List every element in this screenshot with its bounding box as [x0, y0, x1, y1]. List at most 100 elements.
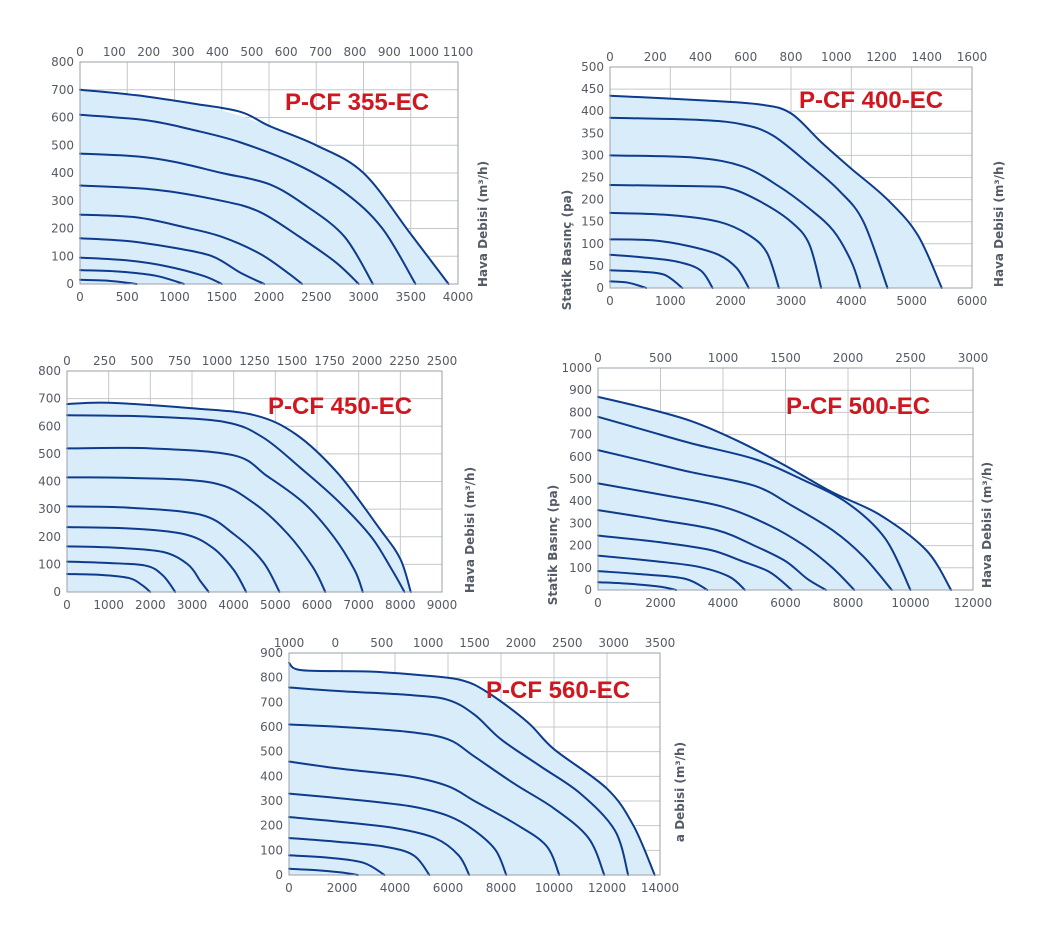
y-tick-label: 200: [260, 819, 283, 833]
x-top-tick-label: 600: [275, 45, 298, 59]
x-tick-label: 2000: [135, 598, 166, 612]
fan-curve-1: [288, 661, 656, 876]
x-tick-label: 4000: [708, 596, 739, 610]
x-tick-label: 12000: [588, 881, 626, 895]
fan-curve-8: [288, 854, 386, 876]
y-tick-label: 250: [581, 171, 604, 185]
x-tick-label: 7000: [343, 598, 374, 612]
x-tick-label: 500: [116, 290, 139, 304]
x-top-tick-label: 0: [63, 354, 71, 368]
x-top-tick-label: 1100: [443, 45, 474, 59]
x-top-tick-label: 3500: [645, 636, 676, 650]
right-axis-label: Hava Debisi (m³/h): [476, 161, 490, 287]
y-tick-label: 400: [51, 166, 74, 180]
y-tick-label: 100: [260, 843, 283, 857]
x-tick-label: 1000: [159, 290, 190, 304]
y-tick-label: 100: [581, 237, 604, 251]
y-tick-label: 450: [581, 82, 604, 96]
y-tick-label: 350: [581, 126, 604, 140]
right-axis-label: a Debisi (m³/h): [673, 742, 687, 842]
x-top-tick-label: 1500: [770, 351, 801, 365]
operating-area: [598, 396, 952, 590]
y-tick-label: 500: [581, 60, 604, 74]
x-top-tick-label: 750: [168, 354, 191, 368]
x-top-tick-label: 500: [370, 636, 393, 650]
y-tick-label: 500: [51, 138, 74, 152]
chart-title: P-CF 560-EC: [486, 677, 630, 704]
operating-area: [67, 402, 411, 592]
chart-title: P-CF 355-EC: [285, 89, 429, 116]
fan-curve-3: [597, 449, 893, 591]
chart-title: P-CF 450-EC: [268, 393, 412, 420]
x-top-tick-label: 400: [206, 45, 229, 59]
y-tick-label: 100: [51, 249, 74, 263]
x-top-tick-label: 1000: [408, 45, 439, 59]
y-tick-label: 300: [581, 148, 604, 162]
fan-curve-2: [609, 116, 889, 289]
y-tick-label: 500: [260, 745, 283, 759]
x-tick-label: 3000: [776, 294, 807, 308]
chart-p-cf-500-ec: 0 100 200 300 400 500 600 700 800 900 1000 0 2000 40…: [546, 351, 994, 610]
x-top-tick-label: 1750: [314, 354, 345, 368]
x-tick-label: 4000: [380, 881, 411, 895]
x-top-tick-label: 250: [93, 354, 116, 368]
x-tick-label: 8000: [385, 598, 416, 612]
fan-curve-9: [79, 278, 138, 285]
x-tick-label: 5000: [260, 598, 291, 612]
x-top-tick-label: 100: [103, 45, 126, 59]
x-top-tick-label: 1000: [274, 636, 305, 650]
fan-curve-5: [288, 792, 508, 876]
y-tick-label: 400: [581, 104, 604, 118]
chart-p-cf-450-ec: 0 100 200 300 400 500 600 700 800 0 1000 2000 3000 4…: [38, 354, 477, 612]
operating-area: [610, 95, 942, 288]
y-tick-label: 600: [51, 111, 74, 125]
x-tick-label: 4000: [836, 294, 867, 308]
y-tick-label: 900: [569, 383, 592, 397]
x-tick-label: 6000: [957, 294, 988, 308]
y-tick-label: 800: [51, 55, 74, 69]
x-top-tick-label: 700: [309, 45, 332, 59]
y-tick-label: 500: [569, 472, 592, 486]
y-tick-label: 700: [51, 83, 74, 97]
fan-curve-7: [609, 253, 714, 289]
x-tick-label: 2000: [327, 881, 358, 895]
fan-curve-6: [288, 816, 471, 876]
x-tick-label: 4000: [443, 290, 474, 304]
x-top-tick-label: 500: [131, 354, 154, 368]
x-top-tick-label: 1000: [413, 636, 444, 650]
y-tick-label: 800: [260, 671, 283, 685]
x-top-tick-label: 1000: [821, 50, 852, 64]
fan-curve-5: [66, 505, 281, 593]
fan-curve-8: [66, 560, 177, 593]
fan-curve-4: [288, 760, 561, 876]
y-tick-label: 200: [38, 530, 61, 544]
y-tick-label: 700: [260, 695, 283, 709]
x-top-tick-label: 500: [240, 45, 263, 59]
y-tick-label: 50: [589, 259, 604, 273]
x-top-tick-label: 0: [332, 636, 340, 650]
fan-curve-1: [597, 395, 953, 591]
fan-curve-3: [609, 154, 862, 289]
x-tick-label: 8000: [833, 596, 864, 610]
x-top-tick-label: 0: [76, 45, 84, 59]
fan-curve-4: [79, 184, 360, 285]
fan-curve-6: [609, 238, 750, 289]
x-tick-label: 1000: [93, 598, 124, 612]
fan-curve-4: [66, 476, 327, 593]
fan-curve-6: [66, 526, 248, 593]
left-axis-label: Statik Basınç (pa): [546, 485, 560, 605]
x-tick-label: 9000: [427, 598, 458, 612]
x-tick-label: 2000: [254, 290, 285, 304]
x-top-tick-label: 2000: [833, 351, 864, 365]
x-top-tick-label: 1200: [866, 50, 897, 64]
y-tick-label: 200: [569, 539, 592, 553]
x-top-tick-label: 2000: [506, 636, 537, 650]
x-top-tick-label: 300: [172, 45, 195, 59]
y-tick-label: 300: [38, 502, 61, 516]
plot-frame: [79, 61, 459, 285]
x-tick-label: 3000: [177, 598, 208, 612]
chart-title: P-CF 500-EC: [786, 393, 930, 420]
y-tick-label: 200: [581, 193, 604, 207]
